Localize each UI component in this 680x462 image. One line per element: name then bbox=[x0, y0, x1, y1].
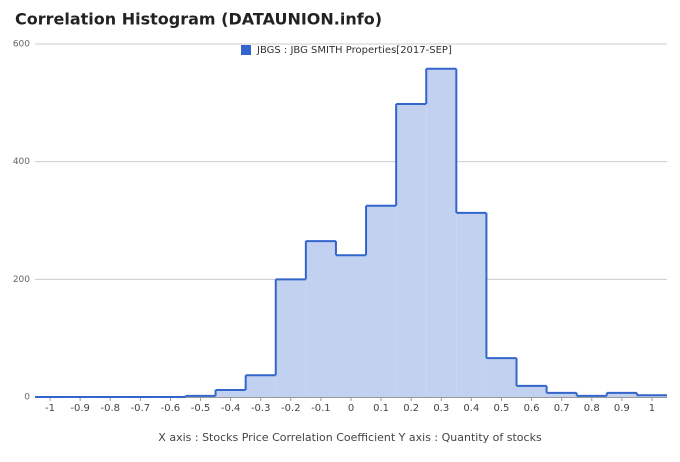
bar bbox=[275, 279, 306, 397]
legend-label: JBGS : JBG SMITH Properties[2017-SEP] bbox=[256, 45, 452, 56]
x-tick-label: -0.9 bbox=[70, 403, 90, 414]
bar bbox=[366, 205, 397, 397]
chart-title: Correlation Histogram (DATAUNION.info) bbox=[15, 10, 382, 29]
bar bbox=[606, 392, 637, 397]
bar bbox=[546, 392, 577, 397]
x-tick-label: 0.2 bbox=[403, 403, 419, 414]
bar bbox=[396, 104, 427, 397]
x-tick-label: 0.6 bbox=[524, 403, 540, 414]
x-tick-label: -0.5 bbox=[191, 403, 211, 414]
y-tick-label: 400 bbox=[13, 157, 30, 167]
x-tick-label: -1 bbox=[45, 403, 55, 414]
bar bbox=[215, 389, 246, 397]
x-tick-label: -0.4 bbox=[221, 403, 241, 414]
bar bbox=[335, 255, 367, 397]
y-tick-label: 0 bbox=[24, 393, 30, 403]
y-tick-label: 200 bbox=[13, 275, 30, 285]
bar bbox=[486, 358, 517, 397]
bar bbox=[426, 68, 457, 398]
x-tick-label: -0.2 bbox=[281, 403, 301, 414]
x-tick-label: 0.4 bbox=[463, 403, 479, 414]
x-tick-label: 1 bbox=[649, 403, 655, 414]
bar bbox=[456, 212, 487, 397]
bar bbox=[305, 241, 336, 397]
x-tick-label: 0.7 bbox=[554, 403, 570, 414]
x-tick-label: 0.8 bbox=[584, 403, 600, 414]
y-tick-label: 600 bbox=[13, 40, 30, 50]
legend-swatch bbox=[241, 45, 251, 55]
x-tick-label: 0.1 bbox=[373, 403, 389, 414]
bar bbox=[245, 375, 276, 397]
x-tick-label: -0.8 bbox=[100, 403, 120, 414]
x-tick-label: 0.9 bbox=[614, 403, 630, 414]
axis-label: X axis : Stocks Price Correlation Coeffi… bbox=[158, 431, 542, 444]
x-tick-label: -0.7 bbox=[131, 403, 151, 414]
x-tick-label: -0.1 bbox=[311, 403, 331, 414]
x-tick-label: -0.3 bbox=[251, 403, 271, 414]
x-tick-label: 0.5 bbox=[494, 403, 510, 414]
x-tick-label: -0.6 bbox=[161, 403, 181, 414]
bar bbox=[516, 385, 547, 397]
x-tick-label: 0 bbox=[348, 403, 354, 414]
x-tick-label: 0.3 bbox=[433, 403, 449, 414]
